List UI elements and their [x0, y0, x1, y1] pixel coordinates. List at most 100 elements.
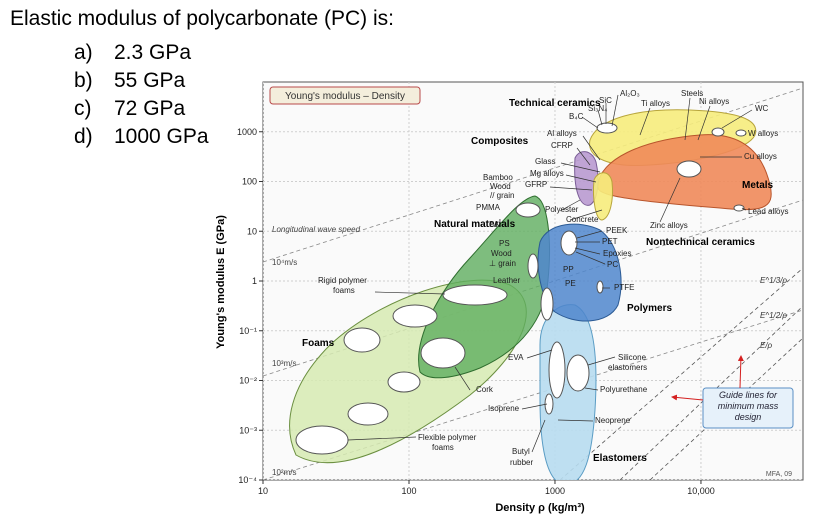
- mat-mg: Mg alloys: [530, 169, 564, 178]
- mat-butyl: Butyl: [512, 447, 530, 456]
- mat-pp: PP: [563, 265, 574, 274]
- y-tick-label: 10⁻¹: [239, 326, 257, 336]
- bubble-lead: [733, 204, 745, 212]
- option-letter: b): [74, 69, 93, 92]
- option-b[interactable]: b) 55 GPa: [74, 68, 185, 94]
- nontech-ceramics-envelope: [593, 172, 613, 221]
- bubble-rigid-foam: [442, 284, 508, 306]
- material-labels: Al₂O₃ SiC Si₃N₄ B₄C Steels Ti alloys Ni …: [318, 89, 788, 467]
- option-letter: a): [74, 41, 93, 64]
- mat-sic: SiC: [599, 96, 612, 105]
- bubble-polymer-cluster: [560, 230, 578, 256]
- mat-steels: Steels: [681, 89, 703, 98]
- mat-concrete: Concrete: [566, 215, 599, 224]
- label-polymers: Polymers: [627, 303, 672, 314]
- wave-speed-1e4: 10⁴m/s: [272, 258, 297, 267]
- mat-lead: Lead alloys: [748, 207, 788, 216]
- guide-box-text-wrap: Guide lines for minimum mass design: [718, 390, 779, 422]
- mat-wood: Wood: [490, 182, 511, 191]
- bubble-cork: [420, 337, 466, 369]
- option-c[interactable]: c) 72 GPa: [74, 96, 185, 122]
- option-a[interactable]: a) 2.3 GPa: [74, 40, 191, 66]
- bubble-w-alloys: [735, 129, 747, 137]
- bubble-zinc: [676, 160, 702, 178]
- mat-flex-foam-1: Flexible polymer: [418, 433, 477, 442]
- y-tick-label: 10⁻⁴: [238, 475, 257, 485]
- label-elastomers: Elastomers: [593, 453, 647, 464]
- guide-label-e13: E^1/3/ρ: [760, 276, 787, 285]
- bubble-silicone: [548, 341, 566, 399]
- x-tick-label: 10: [258, 486, 268, 496]
- guide-label-e12: E^1/2/ρ: [760, 311, 787, 320]
- mat-zinc: Zinc alloys: [650, 221, 688, 230]
- label-natural: Natural materials: [434, 219, 516, 230]
- bubble-wood-grain: [515, 202, 541, 218]
- bubble-wc: [711, 127, 725, 137]
- chart-title-box: [269, 86, 421, 105]
- label-metals: Metals: [742, 180, 774, 191]
- x-tick-label: 10,000: [687, 486, 715, 496]
- bubble-flexible-foam: [295, 425, 349, 455]
- mat-leather: Leather: [493, 276, 520, 285]
- mat-neoprene: Neoprene: [595, 416, 631, 425]
- option-letter: c): [74, 97, 92, 120]
- mat-w: W alloys: [748, 129, 778, 138]
- mat-grain: // grain: [490, 191, 514, 200]
- option-text: 2.3 GPa: [114, 41, 192, 64]
- mat-si3n4: Si₃N₄: [588, 104, 607, 113]
- wave-speed-label: Longitudinal wave speed: [272, 225, 361, 234]
- mat-cu: Cu alloys: [744, 152, 777, 161]
- mat-polyurethane: Polyurethane: [600, 385, 648, 394]
- x-axis: 10 100 1000 10,000: [258, 480, 715, 496]
- bubble-isoprene: [544, 393, 554, 415]
- mat-cork: Cork: [476, 385, 494, 394]
- y-tick-label: 1000: [237, 127, 257, 137]
- option-text: 1000 GPa: [114, 125, 209, 148]
- wave-speed-1e3: 10³m/s: [272, 359, 296, 368]
- mat-silicone-1: Silicone: [618, 353, 647, 362]
- x-tick-label: 100: [401, 486, 416, 496]
- mat-ti: Ti alloys: [641, 99, 670, 108]
- mat-gfrp: GFRP: [525, 180, 547, 189]
- mat-glass: Glass: [535, 157, 555, 166]
- mat-eva: EVA: [508, 353, 524, 362]
- mat-ni: Ni alloys: [699, 97, 729, 106]
- mat-silicone-2: elastomers: [608, 363, 647, 372]
- y-axis: 10⁻⁴ 10⁻³ 10⁻² 10⁻¹ 1 10 100 1000: [237, 127, 263, 485]
- wave-speed-1e2: 10²m/s: [272, 468, 296, 477]
- mat-b4c: B₄C: [569, 112, 584, 121]
- option-text: 55 GPa: [114, 69, 186, 92]
- credit: MFA, 09: [766, 471, 792, 478]
- x-axis-label: Density ρ (kg/m³): [495, 502, 585, 514]
- mat-pa: PA: [489, 220, 500, 229]
- guide-box: [702, 387, 794, 429]
- mat-rubber: rubber: [510, 458, 533, 467]
- y-tick-label: 1: [252, 276, 257, 286]
- mat-pet: PET: [602, 237, 618, 246]
- option-letter: d): [74, 125, 93, 148]
- bubble-pe: [540, 287, 554, 321]
- mat-ptfe: PTFE: [614, 283, 634, 292]
- mat-wood2: Wood: [491, 249, 512, 258]
- bubble-foam-3: [343, 327, 381, 353]
- mat-perp-grain: ⊥ grain: [489, 259, 516, 268]
- y-tick-label: 10: [247, 226, 257, 236]
- bubble-foam-4: [392, 304, 438, 328]
- option-d[interactable]: d) 1000 GPa: [74, 124, 209, 150]
- y-tick-label: 10⁻²: [239, 376, 257, 386]
- question-text: Elastic modulus of polycarbonate (PC) is…: [10, 7, 394, 30]
- mat-epoxies: Epoxies: [603, 249, 631, 258]
- mat-cfrp: CFRP: [551, 141, 573, 150]
- bubble-polyurethane: [566, 354, 590, 392]
- mat-polyester: Polyester: [545, 205, 579, 214]
- mat-ps: PS: [499, 239, 510, 248]
- guide-label-e: E/ρ: [760, 341, 773, 350]
- chart-title: Young's modulus – Density: [285, 91, 405, 102]
- label-composites: Composites: [471, 136, 529, 147]
- mat-flex-foam-2: foams: [432, 443, 454, 452]
- mat-rigid-foam-1: Rigid polymer: [318, 276, 367, 285]
- question-block: Elastic modulus of polycarbonate (PC) is…: [10, 6, 394, 148]
- mat-isoprene: Isoprene: [488, 404, 520, 413]
- label-technical: Technical ceramics: [509, 98, 601, 109]
